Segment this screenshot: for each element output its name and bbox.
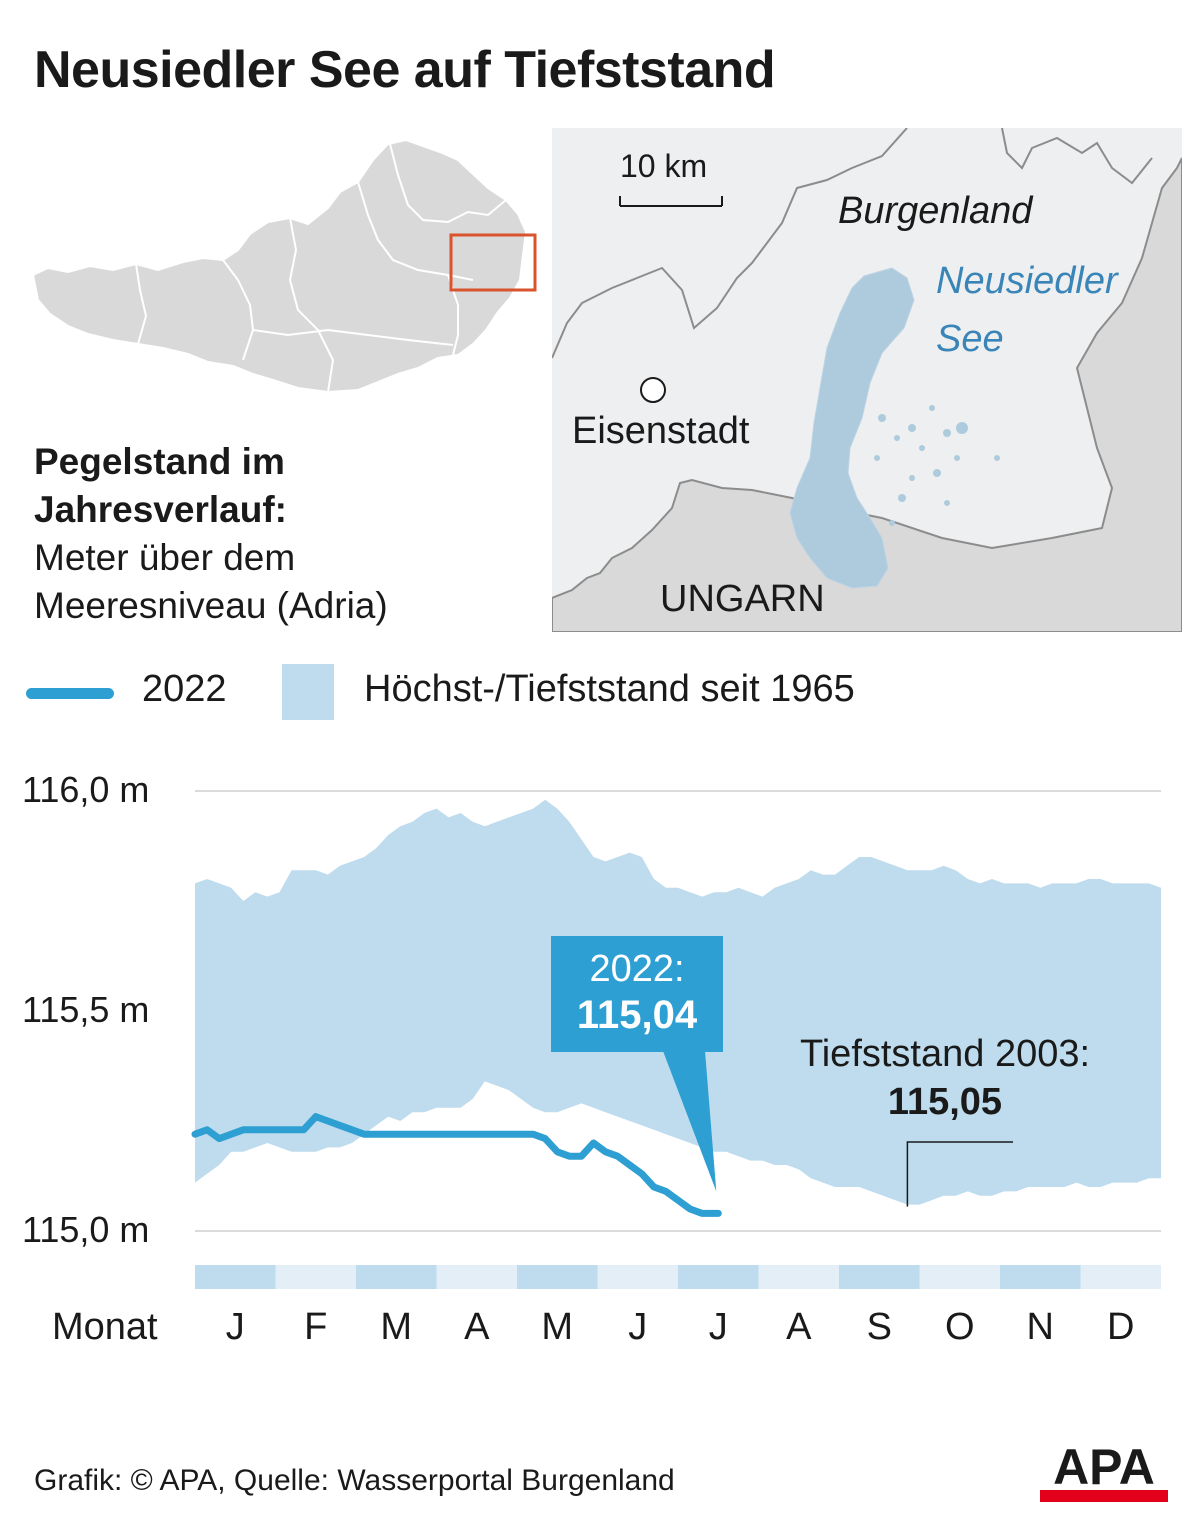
description-line: Pegelstand im xyxy=(34,441,285,482)
month-label: F xyxy=(304,1306,328,1348)
hungary-area xyxy=(552,157,1182,632)
month-label: J xyxy=(628,1306,648,1348)
legend-line-swatch xyxy=(26,688,114,699)
callout-value: 115,04 xyxy=(576,993,698,1037)
legend-band-swatch xyxy=(282,664,334,720)
y-tick-label: 115,0 m xyxy=(22,1209,150,1250)
month-bar xyxy=(436,1265,517,1289)
month-bar xyxy=(517,1265,598,1289)
footer-credit: Grafik: © APA, Quelle: Wasserportal Burg… xyxy=(34,1464,675,1497)
y-tick-label: 116,0 m xyxy=(22,769,150,810)
lake-label-line2: See xyxy=(936,318,1004,360)
burgenland-label: Burgenland xyxy=(838,190,1033,232)
y-tick-label: 115,5 m xyxy=(22,989,150,1030)
month-label: O xyxy=(944,1306,975,1348)
month-bar xyxy=(839,1265,920,1289)
month-bar xyxy=(597,1265,678,1289)
eisenstadt-label: Eisenstadt xyxy=(572,410,750,452)
month-bar xyxy=(195,1265,276,1289)
description-line: Meter über dem xyxy=(34,537,296,578)
month-label: J xyxy=(225,1306,245,1348)
month-label: M xyxy=(541,1306,574,1348)
small-ponds xyxy=(874,405,1000,526)
month-bar xyxy=(678,1265,759,1289)
legend-label-2022: 2022 xyxy=(142,668,227,710)
current-value-callout: 2022: 115,04 xyxy=(551,936,723,1052)
locator-box xyxy=(449,233,537,292)
callout-pointer xyxy=(663,1051,717,1192)
austria-outline xyxy=(31,138,528,394)
state-borders xyxy=(135,143,507,393)
month-bar xyxy=(758,1265,839,1289)
record-low-annotation: Tiefststand 2003: 115,05 xyxy=(780,1030,1110,1126)
callout-label: 2022: xyxy=(589,948,685,990)
record-low-label: Tiefststand 2003: xyxy=(799,1033,1091,1075)
month-bar xyxy=(1080,1265,1161,1289)
logo-text: APA xyxy=(1053,1440,1155,1495)
month-label: J xyxy=(708,1306,728,1348)
month-label: D xyxy=(1107,1306,1135,1348)
apa-logo: APA xyxy=(1040,1440,1168,1502)
month-bars xyxy=(195,1265,1161,1289)
month-bar xyxy=(275,1265,356,1289)
regional-map: 10 km Burgenland Neusiedler See Eisensta… xyxy=(552,128,1182,632)
month-bar xyxy=(356,1265,437,1289)
eisenstadt-marker xyxy=(640,377,666,403)
scale-label: 10 km xyxy=(620,148,708,184)
austria-locator-map xyxy=(31,138,537,394)
month-label: S xyxy=(866,1306,892,1348)
month-label: M xyxy=(380,1306,413,1348)
x-axis-caption: Monat xyxy=(52,1306,158,1348)
month-label: A xyxy=(464,1306,490,1348)
record-low-marker xyxy=(906,1141,1013,1207)
description-line: Jahresverlauf: xyxy=(34,489,287,530)
lake-shape xyxy=(789,267,915,589)
border-lines xyxy=(552,128,1153,359)
month-bar xyxy=(1000,1265,1081,1289)
month-bar xyxy=(919,1265,1000,1289)
legend-label-band: Höchst-/Tiefststand seit 1965 xyxy=(364,668,855,710)
logo-bar xyxy=(1040,1490,1168,1502)
regional-map-graphic xyxy=(552,128,1182,632)
series-line-2022 xyxy=(191,1113,722,1217)
chart-description: Pegelstand im Jahresverlauf: Meter über … xyxy=(34,438,388,630)
description-line: Meeresniveau (Adria) xyxy=(34,585,388,626)
page-title: Neusiedler See auf Tiefststand xyxy=(34,41,776,99)
lake-label-line1: Neusiedler xyxy=(936,260,1118,302)
record-low-value: 115,05 xyxy=(887,1081,1003,1123)
month-label: A xyxy=(786,1306,812,1348)
hungary-label: UNGARN xyxy=(660,578,825,620)
month-label: N xyxy=(1026,1306,1054,1348)
